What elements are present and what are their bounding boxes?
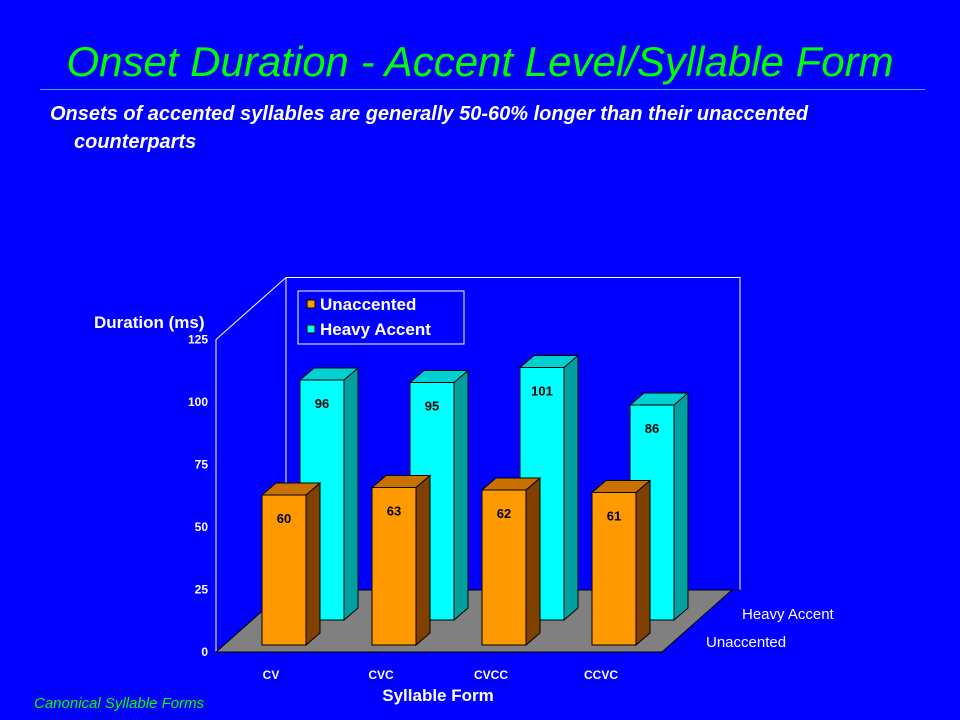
bar-unaccented-side (305, 481, 321, 647)
y-tick-label: 25 (195, 583, 209, 597)
legend-box (297, 290, 465, 345)
bar-heavy-accent-side (563, 354, 579, 622)
y-tick-label: 75 (195, 458, 209, 472)
bar-unaccented-side (415, 474, 431, 647)
x-tick-label: CVCC (474, 668, 508, 682)
legend-label-unaccented: Unaccented (320, 295, 416, 314)
bar-heavy-accent-side (343, 366, 359, 622)
y-tick-label: 100 (188, 395, 208, 409)
y-tick-label: 0 (201, 645, 208, 659)
title-divider (40, 89, 925, 90)
depth-label-heavy-accent: Heavy Accent (742, 606, 835, 623)
bar-unaccented (481, 489, 527, 646)
bar-unaccented (261, 494, 307, 646)
y-tick-label: 50 (195, 520, 209, 534)
bar-heavy-accent-value-label: 86 (645, 421, 659, 436)
x-tick-label: CVC (368, 668, 394, 682)
bar-unaccented-value-label: 60 (277, 511, 291, 526)
x-tick-label: CV (263, 668, 280, 682)
bar-heavy-accent-side (453, 369, 469, 622)
x-tick-label: CCVC (584, 668, 618, 682)
bar-heavy-accent-side (673, 391, 689, 622)
bar-unaccented-value-label: 62 (497, 506, 511, 521)
x-axis-label: Syllable Form (382, 686, 493, 705)
bar-unaccented (591, 492, 637, 646)
legend-swatch-unaccented (306, 299, 316, 309)
legend-label-heavy-accent: Heavy Accent (320, 320, 431, 339)
bar-heavy-accent-value-label: 101 (531, 384, 553, 399)
bar-unaccented (371, 487, 417, 646)
y-axis-label: Duration (ms) (94, 313, 205, 332)
bar-heavy-accent-value-label: 96 (315, 396, 329, 411)
bar-unaccented-value-label: 63 (387, 504, 401, 519)
footer-caption: Canonical Syllable Forms (34, 695, 205, 712)
slide-title: Onset Duration - Accent Level/Syllable F… (66, 38, 894, 85)
y-tick-label: 125 (188, 333, 208, 347)
bar-unaccented-value-label: 61 (607, 509, 621, 524)
bar-unaccented-side (635, 479, 651, 647)
depth-label-unaccented: Unaccented (706, 634, 786, 651)
bar-heavy-accent-value-label: 95 (425, 399, 439, 414)
slide-subtitle: Onsets of accented syllables are general… (50, 103, 809, 153)
bar-unaccented-side (525, 476, 541, 647)
legend-swatch-heavy-accent (306, 324, 316, 334)
chart-wall-outline (215, 277, 741, 590)
